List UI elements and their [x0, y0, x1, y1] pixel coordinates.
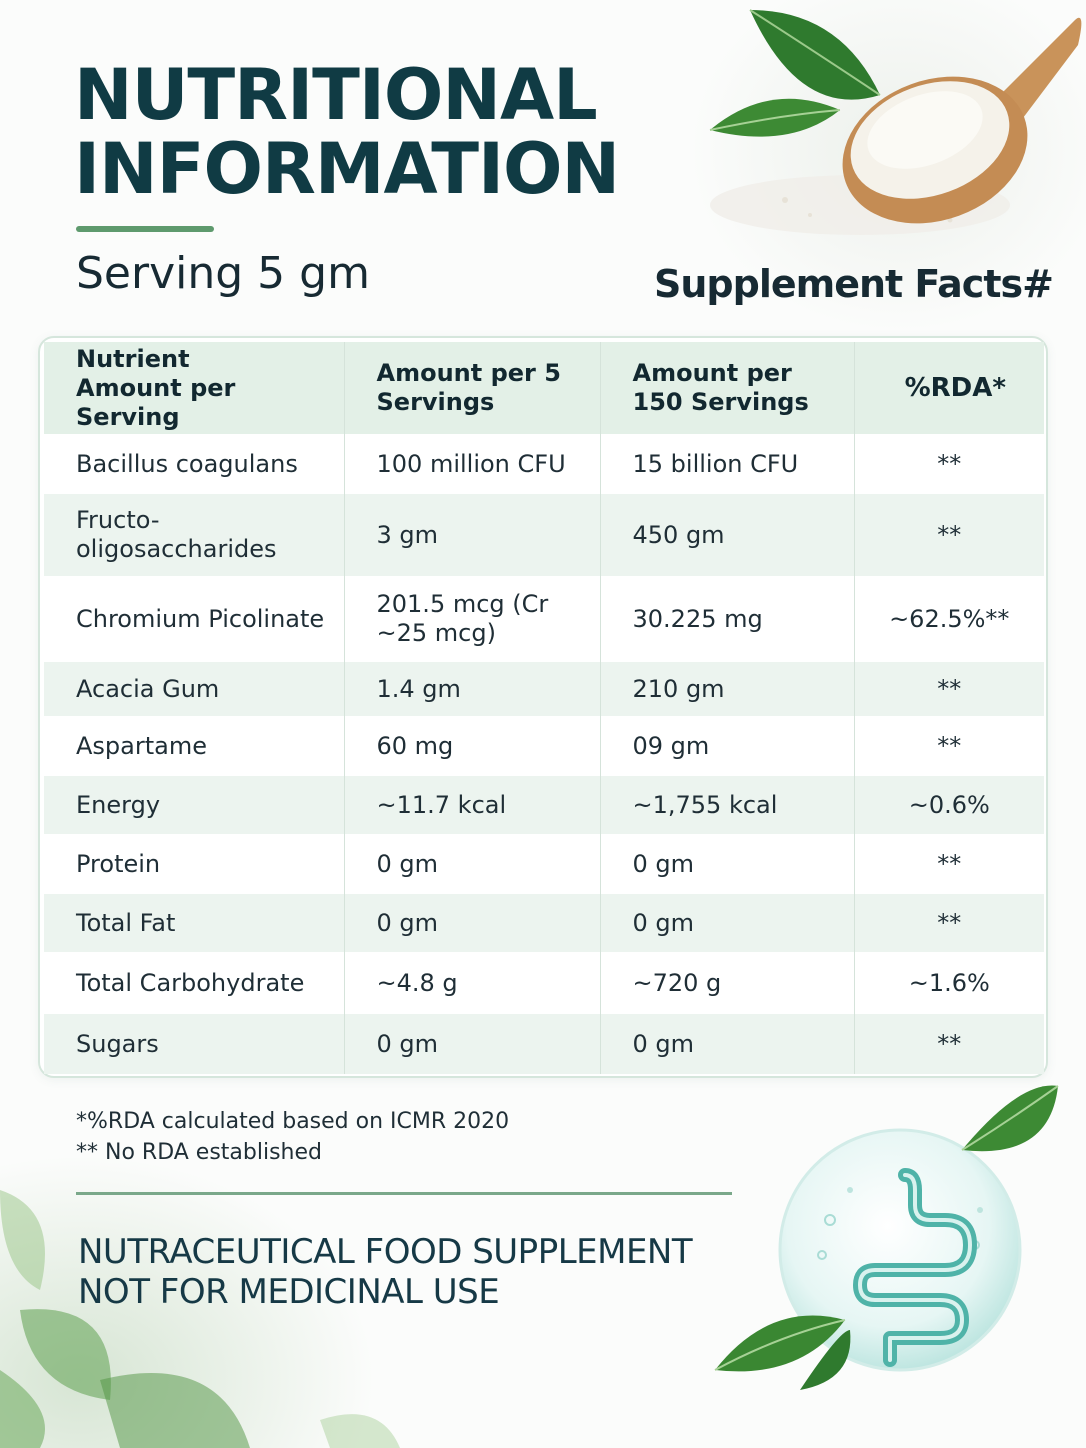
- header-nutrient-label: Nutrient: [76, 344, 190, 373]
- supplement-facts-heading: Supplement Facts#: [654, 262, 1054, 306]
- cell-nutrient: Bacillus coagulans: [44, 434, 345, 494]
- cell-nutrient: Sugars: [44, 1014, 345, 1074]
- cell-per5: ~11.7 kcal: [344, 776, 601, 834]
- table-row: Bacillus coagulans 100 million CFU 15 bi…: [44, 434, 1044, 494]
- cell-rda: **: [937, 520, 962, 549]
- cell-per150: 09 gm: [600, 716, 855, 776]
- cell-rda: **: [937, 908, 962, 937]
- leaf-icon: [750, 10, 880, 100]
- title-line-2: INFORMATION: [74, 128, 620, 210]
- serving-size: Serving 5 gm: [76, 248, 370, 299]
- cell-nutrient: Protein: [44, 834, 345, 894]
- cell-nutrient: Aspartame: [44, 716, 345, 776]
- cell-per5: 3 gm: [344, 494, 601, 576]
- cell-per5: 0 gm: [344, 1014, 601, 1074]
- nutrition-table: Nutrient Amount per Serving Amount per 5…: [44, 342, 1044, 1074]
- table-row: Protein 0 gm 0 gm **: [44, 834, 1044, 894]
- cell-per150: 0 gm: [600, 834, 855, 894]
- cell-rda: **: [937, 674, 962, 703]
- cell-per5: 1.4 gm: [344, 662, 601, 716]
- cell-nutrient: Fructo-oligosaccharides: [44, 494, 345, 576]
- cell-per5: 0 gm: [344, 834, 601, 894]
- page-title: NUTRITIONAL INFORMATION: [74, 58, 694, 206]
- cell-per150: 0 gm: [600, 1014, 855, 1074]
- powder-spoon-image: [709, 9, 1082, 235]
- table-row: Aspartame 60 mg 09 gm **: [44, 716, 1044, 776]
- cell-per150: 0 gm: [600, 894, 855, 952]
- cell-nutrient: Total Carbohydrate: [44, 952, 345, 1014]
- rda-footnote: *%RDA calculated based on ICMR 2020: [76, 1109, 510, 1134]
- cell-per5: 100 million CFU: [344, 434, 601, 494]
- cell-nutrient: Total Fat: [44, 894, 345, 952]
- cell-per150: 450 gm: [600, 494, 855, 576]
- title-line-1: NUTRITIONAL: [74, 54, 598, 136]
- title-underline: [76, 226, 214, 232]
- cell-nutrient: Energy: [44, 776, 345, 834]
- cell-per5: 201.5 mcg (Cr ~25 mcg): [344, 576, 601, 662]
- table-row: Energy ~11.7 kcal ~1,755 kcal ~0.6%: [44, 776, 1044, 834]
- table-row: Chromium Picolinate 201.5 mcg (Cr ~25 mc…: [44, 576, 1044, 662]
- header-amount-5: Amount per 5 Servings: [344, 342, 601, 434]
- header-amount-150: Amount per 150 Servings: [600, 342, 855, 434]
- cell-per150: 30.225 mg: [600, 576, 855, 662]
- cell-rda: **: [937, 1029, 962, 1058]
- cell-per150: 15 billion CFU: [600, 434, 855, 494]
- cell-per5: ~4.8 g: [344, 952, 601, 1014]
- table-row: Total Carbohydrate ~4.8 g ~720 g ~1.6%: [44, 952, 1044, 1014]
- cell-rda: **: [937, 449, 962, 478]
- nutrition-table-card: Nutrient Amount per Serving Amount per 5…: [38, 336, 1048, 1078]
- cell-per150: ~720 g: [600, 952, 855, 1014]
- header-nutrient-sub: Amount per Serving: [76, 373, 236, 431]
- disclaimer: NUTRACEUTICAL FOOD SUPPLEMENT NOT FOR ME…: [78, 1232, 693, 1312]
- header-rda: %RDA*: [904, 372, 1006, 403]
- table-row: Sugars 0 gm 0 gm **: [44, 1014, 1044, 1074]
- cell-nutrient: Acacia Gum: [44, 662, 345, 716]
- footnotes: *%RDA calculated based on ICMR 2020 ** N…: [76, 1106, 509, 1168]
- table-row: Fructo-oligosaccharides 3 gm 450 gm **: [44, 494, 1044, 576]
- cell-rda: **: [937, 849, 962, 878]
- cell-per5: 0 gm: [344, 894, 601, 952]
- cell-rda: ~1.6%: [908, 968, 990, 997]
- cell-per150: ~1,755 kcal: [600, 776, 855, 834]
- disclaimer-line-2: NOT FOR MEDICINAL USE: [78, 1272, 500, 1312]
- cell-rda: ~0.6%: [908, 790, 990, 819]
- cell-per5: 60 mg: [344, 716, 601, 776]
- table-header-row: Nutrient Amount per Serving Amount per 5…: [44, 342, 1044, 434]
- cell-nutrient: Chromium Picolinate: [44, 576, 345, 662]
- cell-per150: 210 gm: [600, 662, 855, 716]
- gut-icon: [714, 1085, 1059, 1390]
- footer-divider: [76, 1192, 732, 1195]
- cell-rda: **: [937, 731, 962, 760]
- table-row: Acacia Gum 1.4 gm 210 gm **: [44, 662, 1044, 716]
- cell-rda: ~62.5%**: [889, 604, 1010, 633]
- header-nutrient: Nutrient Amount per Serving: [44, 342, 345, 434]
- leaf-icon: [0, 1190, 400, 1448]
- table-row: Total Fat 0 gm 0 gm **: [44, 894, 1044, 952]
- disclaimer-line-1: NUTRACEUTICAL FOOD SUPPLEMENT: [78, 1232, 693, 1272]
- no-rda-footnote: ** No RDA established: [76, 1140, 322, 1165]
